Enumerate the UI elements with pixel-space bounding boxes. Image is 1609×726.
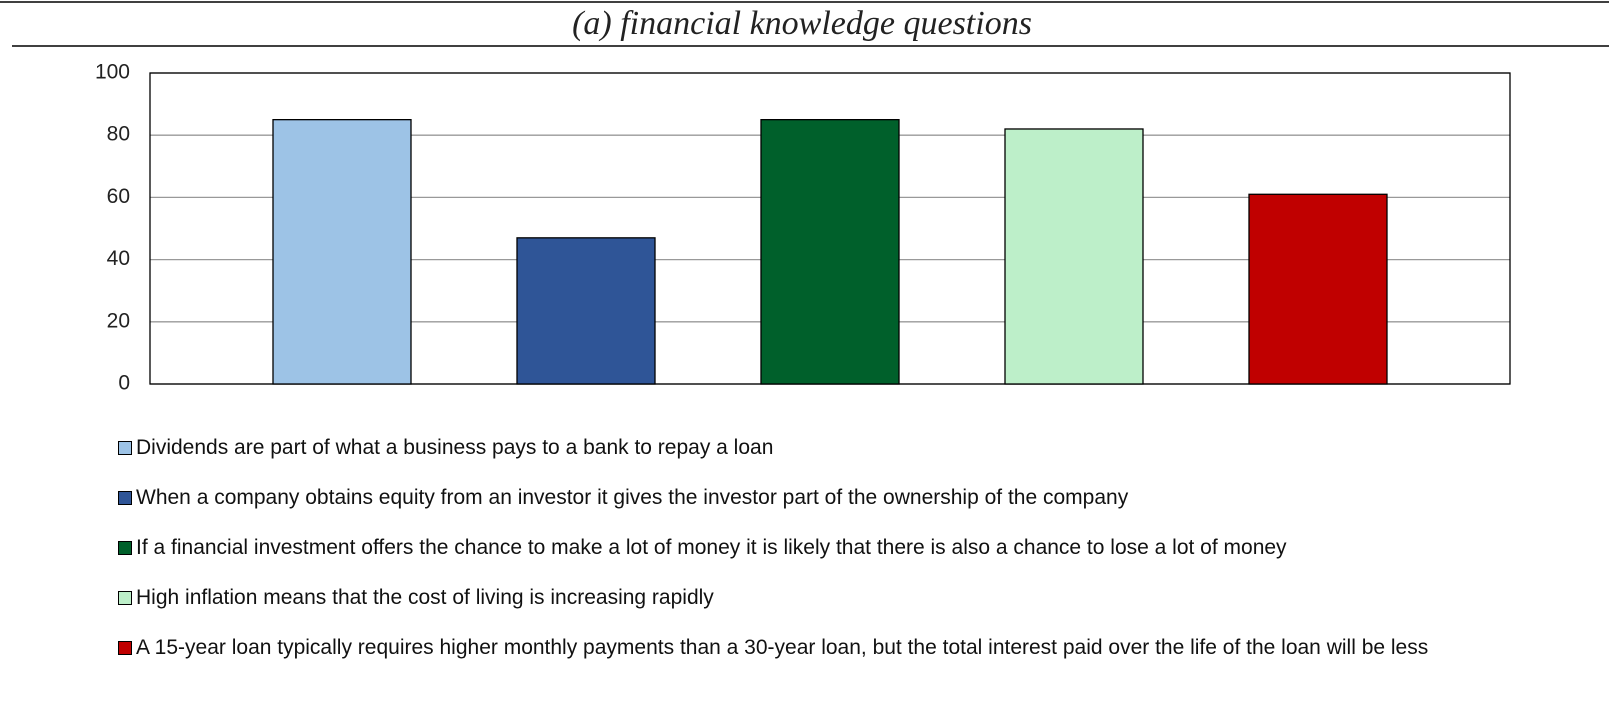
legend-item: Dividends are part of what a business pa…	[118, 434, 1478, 461]
bar	[272, 119, 412, 385]
bar	[1004, 128, 1144, 385]
y-tick-label: 20	[107, 309, 130, 332]
bar	[516, 237, 656, 385]
legend-label: High inflation means that the cost of li…	[136, 586, 714, 609]
y-tick-label: 60	[107, 185, 130, 208]
y-tick-label: 80	[107, 123, 130, 146]
legend-item: If a financial investment offers the cha…	[118, 534, 1478, 561]
chart: (a) financial knowledge questions 0 20 40 6…	[0, 1, 1609, 395]
legend-label: When a company obtains equity from an in…	[136, 486, 1129, 509]
legend-swatch	[118, 591, 132, 605]
legend-label: A 15-year loan typically requires higher…	[136, 636, 1429, 659]
legend-swatch	[118, 491, 132, 505]
legend-swatch	[118, 541, 132, 555]
plot: 0 20 40 60 80 100	[95, 61, 1511, 395]
bar	[760, 119, 900, 385]
legend-label: If a financial investment offers the cha…	[136, 536, 1287, 559]
legend-label: Dividends are part of what a business pa…	[136, 436, 774, 459]
y-tick-label: 100	[95, 61, 130, 84]
bar	[1248, 193, 1388, 385]
legend-item: When a company obtains equity from an in…	[118, 484, 1478, 511]
legend-swatch	[118, 641, 132, 655]
legend-item: High inflation means that the cost of li…	[118, 584, 1478, 611]
legend-swatch	[118, 441, 132, 455]
legend-item: A 15-year loan typically requires higher…	[118, 634, 1478, 661]
chart-title: (a) financial knowledge questions	[572, 5, 1032, 42]
y-tick-label: 0	[118, 372, 130, 395]
y-tick-label: 40	[107, 247, 130, 270]
legend: Dividends are part of what a business pa…	[118, 434, 1478, 684]
